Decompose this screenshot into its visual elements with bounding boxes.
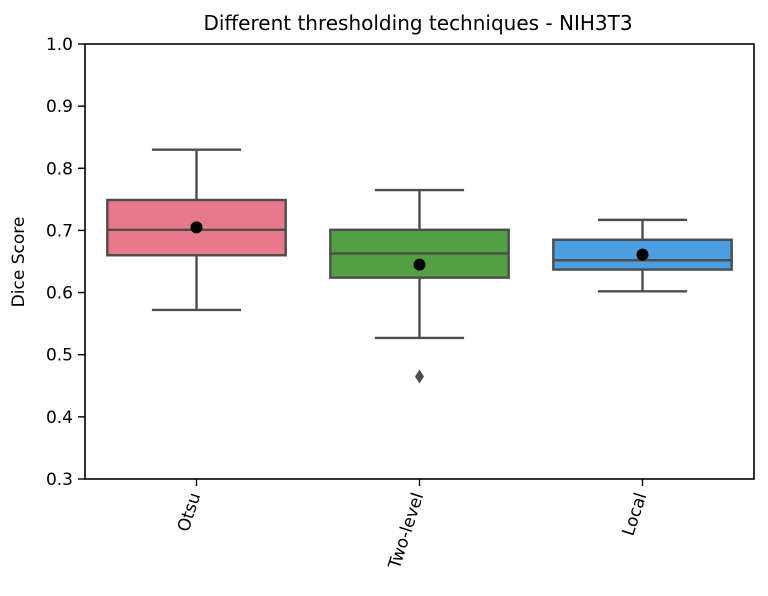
y-tick-label-5: 0.8 (46, 159, 73, 179)
y-tick-label-6: 0.9 (46, 97, 73, 117)
y-tick-label-0: 0.3 (46, 470, 73, 490)
x-tick-label-local: Local (619, 490, 652, 538)
mean-marker-two-level (413, 258, 426, 271)
mean-marker-local (636, 248, 649, 261)
outlier-point-two-level-0 (415, 369, 424, 384)
plot-area: 0.3 0.4 0.5 0.6 0.7 0.8 0.9 1.0 Otsu Two-level Loc… (46, 35, 755, 572)
x-tick-label-two-level: Two-level (385, 490, 429, 572)
y-tick-label-1: 0.4 (46, 408, 73, 428)
y-tick-label-3: 0.6 (46, 284, 73, 304)
x-tick-label-otsu: Otsu (174, 490, 205, 534)
y-tick-label-7: 1.0 (46, 35, 73, 55)
mean-marker-otsu (190, 221, 203, 234)
y-tick-label-2: 0.5 (46, 346, 73, 366)
chart-title: Different thresholding techniques - NIH3… (203, 11, 632, 35)
y-tick-label-4: 0.7 (46, 221, 73, 241)
y-axis-title: Dice Score (9, 217, 29, 308)
